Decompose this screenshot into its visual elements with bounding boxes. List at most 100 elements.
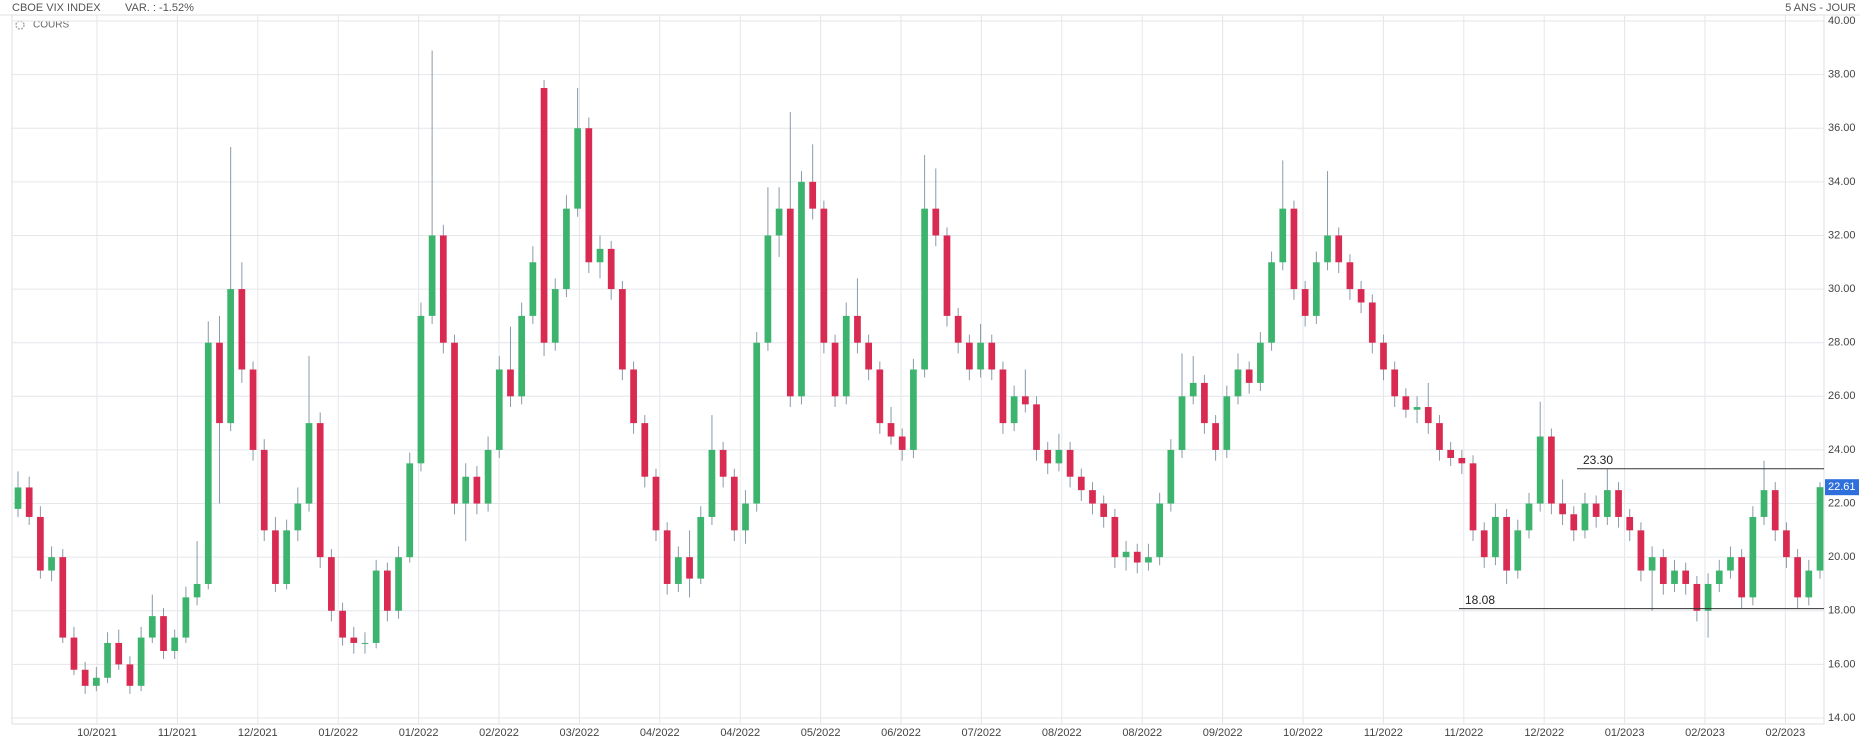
y-tick-label: 30.00 (1828, 283, 1856, 295)
candle-body (1122, 551, 1130, 558)
candle-body (1659, 557, 1667, 584)
candle-body (104, 642, 111, 678)
candle-body (383, 570, 391, 611)
candle-body (1021, 396, 1029, 405)
candle-body (1514, 530, 1522, 571)
candle-body (48, 557, 55, 571)
candle-body (227, 289, 235, 424)
x-tick-label: 05/2022 (801, 727, 841, 739)
y-tick-label: 28.00 (1828, 337, 1856, 349)
y-tick-label: 20.00 (1828, 551, 1856, 563)
marks (14, 50, 1824, 694)
candle-body (1033, 404, 1040, 450)
candle-body (272, 530, 279, 584)
x-tick-label: 08/2022 (1042, 727, 1082, 739)
candle-body (1402, 396, 1410, 410)
x-tick-label: 01/2022 (399, 727, 439, 739)
candle-body (1805, 570, 1813, 598)
candle-body (1615, 490, 1622, 517)
candle-body (92, 677, 100, 686)
candle-body (1335, 235, 1343, 263)
candle-body (1391, 369, 1399, 397)
candle-body (428, 235, 436, 316)
candle-body (193, 583, 201, 598)
candle-body (786, 208, 794, 397)
candle-body (37, 516, 44, 571)
candle-body (1581, 503, 1589, 531)
candle-body (1447, 449, 1455, 458)
candle-body (1693, 583, 1701, 611)
candle-body (1682, 570, 1690, 584)
candle-body (1010, 396, 1018, 424)
candle-body (1189, 382, 1197, 397)
x-tick-label: 04/2022 (720, 727, 760, 739)
x-tick-label: 02/2022 (479, 727, 519, 739)
candle-body (820, 208, 828, 343)
x-tick-label: 06/2022 (881, 727, 921, 739)
candle-body (1324, 235, 1331, 263)
candle-body (551, 289, 559, 343)
candle-body (1368, 302, 1376, 343)
candle-body (1783, 530, 1790, 558)
change-label: VAR. : -1.52% (125, 2, 194, 14)
candle-body (910, 369, 917, 450)
y-tick-label: 32.00 (1828, 229, 1856, 241)
last-price-label: 22.61 (1828, 481, 1856, 493)
candle-body (977, 342, 984, 370)
candle-body (1380, 342, 1387, 370)
candle-body (1637, 530, 1645, 571)
candle-body (1760, 490, 1768, 517)
candle-body (372, 570, 380, 643)
candle-body (775, 208, 783, 236)
candle-body (148, 616, 156, 638)
candle-body (809, 181, 817, 209)
candle-body (316, 423, 324, 558)
candle-body (1816, 487, 1824, 571)
gear-icon[interactable] (15, 20, 25, 30)
candle-body (585, 128, 593, 263)
candle-body (1503, 516, 1510, 571)
candle-body (719, 449, 727, 477)
candle-body (999, 369, 1007, 424)
candle-body (697, 516, 705, 579)
candle-body (1178, 396, 1186, 450)
candle-body (518, 315, 526, 397)
candle-body (1727, 557, 1734, 571)
candle-body (1145, 557, 1152, 563)
candle-body (954, 315, 962, 343)
candle-body (607, 248, 615, 290)
candle-body (686, 557, 693, 579)
candle-body (495, 369, 503, 450)
candle-body (406, 463, 414, 558)
x-tick-label: 10/2021 (77, 727, 117, 739)
candle-body (1223, 396, 1231, 450)
candle-body (204, 342, 212, 584)
candle-body (563, 208, 570, 290)
x-tick-label: 12/2021 (238, 727, 278, 739)
candle-body (652, 476, 660, 531)
candle-body (1715, 570, 1723, 584)
candle-body (1570, 514, 1578, 531)
candle-body (81, 669, 89, 686)
y-tick-label: 18.00 (1828, 605, 1856, 617)
candle-body (1671, 570, 1678, 584)
x-tick-label: 11/2021 (158, 727, 197, 739)
candle-body (1357, 289, 1365, 303)
candle-body (1066, 449, 1074, 477)
candle-body (1055, 449, 1063, 464)
candle-body (1257, 342, 1264, 383)
x-tick-label: 09/2022 (1203, 727, 1243, 739)
candle-body (1794, 557, 1801, 598)
candle-body (943, 235, 951, 316)
candle-body (831, 342, 839, 397)
candle-body (1648, 557, 1656, 571)
candle-body (753, 342, 761, 504)
candle-body (898, 436, 906, 450)
candle-body (137, 637, 145, 686)
candle-body (1290, 208, 1298, 290)
candle-body (876, 369, 884, 424)
y-tick-label: 40.00 (1828, 15, 1856, 27)
candle-body (115, 642, 123, 665)
candle-body (507, 369, 514, 397)
candle-body (865, 342, 872, 370)
